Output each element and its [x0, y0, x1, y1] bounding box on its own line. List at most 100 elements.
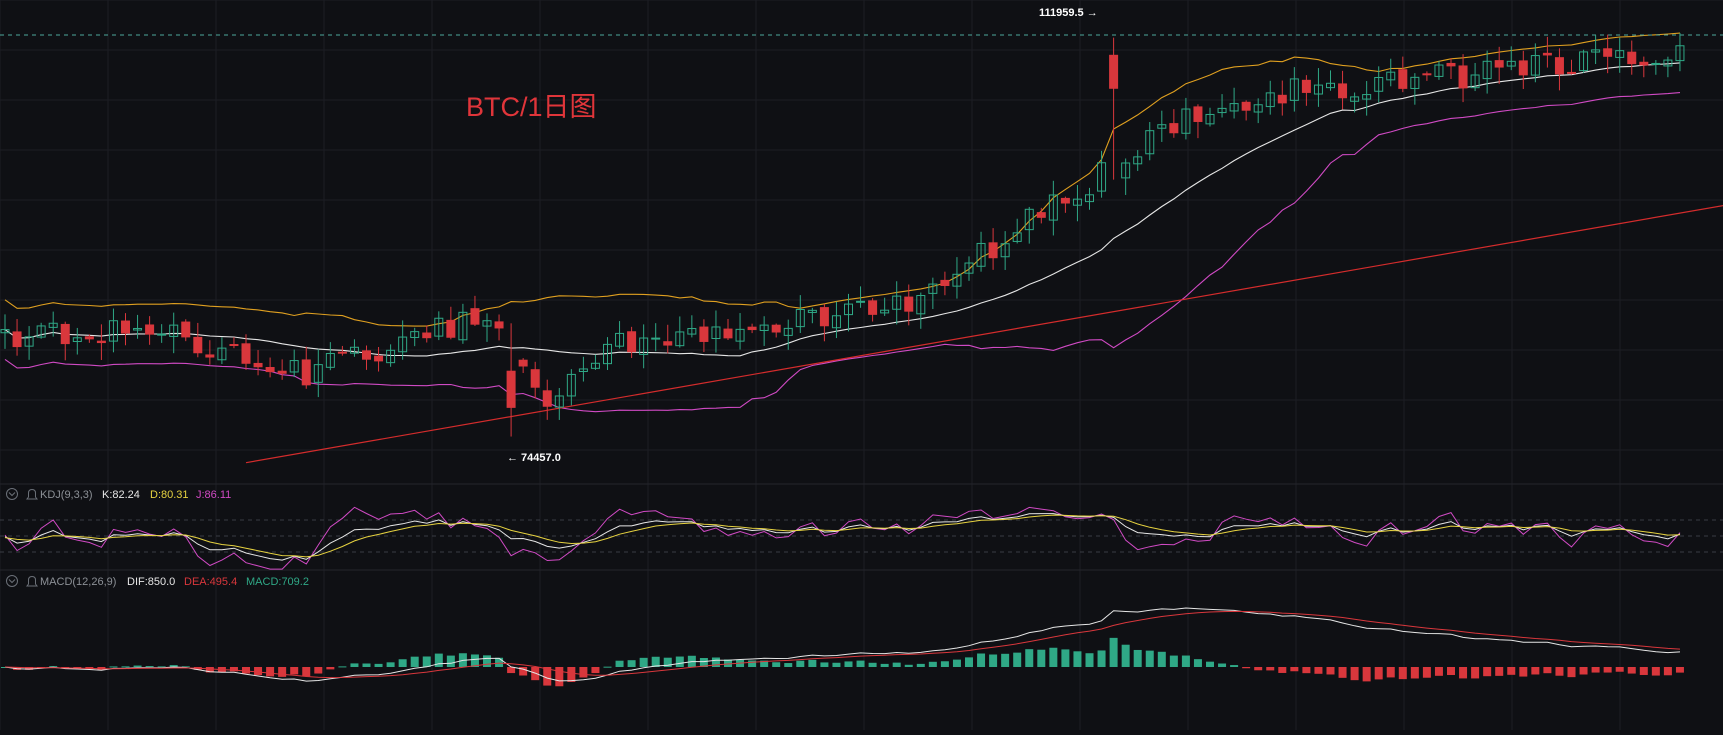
macd-dea-line	[4, 610, 1681, 679]
candle-body	[1205, 113, 1215, 125]
macd-histogram-bar	[1290, 667, 1299, 672]
candle-body	[265, 367, 275, 373]
candle-body	[964, 262, 974, 274]
macd-histogram-bar	[1001, 653, 1010, 667]
macd-histogram-bar	[952, 659, 961, 667]
collapse-icon[interactable]	[6, 488, 18, 500]
candle-body	[988, 242, 998, 259]
candle-body	[253, 362, 263, 368]
macd-dif-value: DIF:850.0	[127, 576, 175, 588]
candle-body	[916, 295, 926, 315]
macd-histogram-bar	[1398, 667, 1407, 680]
candle-body	[1615, 50, 1625, 58]
kdj-j-value: J:86.11	[196, 489, 231, 501]
candle-body	[121, 320, 130, 334]
macd-histogram-bar	[1555, 667, 1564, 676]
chart-title: BTC/1日图	[466, 92, 597, 122]
macd-histogram-bar	[157, 666, 166, 668]
candle-body	[1639, 61, 1649, 66]
macd-histogram-bar	[1615, 667, 1624, 672]
candle-body	[1338, 83, 1348, 99]
macd-histogram-bar	[1037, 649, 1046, 667]
macd-macd-value: MACD:709.2	[246, 576, 309, 588]
macd-histogram-bar	[543, 667, 552, 686]
candle-body	[868, 300, 878, 315]
macd-histogram-bar	[627, 660, 636, 667]
candle-body	[1169, 123, 1179, 134]
candle-body	[542, 390, 552, 407]
candle-body	[723, 328, 733, 339]
macd-histogram-bar	[1109, 637, 1118, 667]
candle-body	[1145, 130, 1155, 155]
macd-histogram-bar	[242, 667, 250, 674]
candle-body	[735, 328, 745, 342]
macd-histogram-bar	[844, 661, 853, 667]
macd-histogram-bar	[1567, 667, 1576, 678]
macd-histogram-bar	[820, 662, 829, 667]
macd-histogram-bar	[254, 667, 263, 676]
candle-body	[1157, 124, 1167, 129]
macd-histogram-bar	[760, 660, 769, 667]
macd-dif-line	[4, 607, 1681, 682]
candle-body	[301, 359, 311, 386]
macd-histogram-bar	[350, 663, 359, 667]
candle-body	[1482, 60, 1492, 80]
candle-body	[1085, 194, 1094, 203]
candle-body	[1048, 194, 1058, 221]
macd-histogram-bar	[1374, 667, 1383, 680]
candle-body	[831, 315, 841, 329]
candle-body	[1494, 60, 1504, 68]
candle-body	[1663, 59, 1673, 67]
macd-histogram-bar	[1459, 667, 1468, 679]
candle-body	[783, 327, 793, 336]
macd-histogram-bar	[603, 666, 612, 668]
macd-histogram-bar	[892, 662, 901, 667]
macd-histogram-bar	[1447, 667, 1455, 676]
candle-body	[590, 362, 600, 369]
macd-histogram-bar	[1639, 667, 1648, 675]
candle-body	[1579, 51, 1589, 72]
macd-histogram-bar	[470, 654, 479, 667]
candle-body	[434, 317, 444, 337]
candle-body	[976, 242, 986, 267]
kdj-header: KDJ(9,3,3) K:82.24 D:80.31 J:86.11	[6, 488, 231, 501]
macd-histogram-bar	[362, 663, 371, 667]
kdj-j-line	[4, 506, 1681, 570]
macd-histogram-bar	[1591, 667, 1600, 673]
candle-body	[482, 320, 492, 327]
candle-body	[96, 340, 106, 344]
macd-histogram-bar	[1121, 644, 1130, 667]
candle-body	[313, 364, 323, 383]
macd-histogram-bar	[326, 667, 335, 670]
candle-body	[844, 303, 853, 316]
macd-histogram-bar	[133, 665, 142, 667]
macd-histogram-bar	[1326, 667, 1335, 675]
bell-icon[interactable]	[26, 488, 38, 500]
candle-body	[1241, 101, 1251, 111]
collapse-icon[interactable]	[6, 575, 18, 587]
candle-body	[687, 328, 697, 335]
candle-body	[157, 333, 167, 336]
macd-histogram-bar	[49, 666, 58, 668]
kdj-pane	[0, 506, 1723, 570]
macd-histogram-bar	[989, 654, 998, 667]
macd-dea-value: DEA:495.4	[184, 576, 237, 588]
macd-histogram-bar	[928, 661, 937, 667]
macd-histogram-bar	[338, 666, 347, 668]
macd-histogram-bar	[1169, 655, 1178, 667]
high-price-label: 111959.5 →	[1039, 7, 1098, 19]
macd-histogram-bar	[1254, 667, 1263, 671]
macd-histogram-bar	[1061, 649, 1070, 667]
candle-body	[1675, 45, 1685, 62]
macd-histogram-bar	[1013, 652, 1022, 667]
bell-icon[interactable]	[26, 575, 38, 587]
candle-body	[48, 322, 58, 328]
macd-histogram-bar	[314, 667, 323, 674]
candle-body	[1012, 232, 1022, 242]
candle-body	[169, 324, 179, 337]
candle-body	[1024, 208, 1034, 231]
macd-histogram-bar	[1338, 667, 1347, 678]
candle-body	[1470, 74, 1480, 89]
